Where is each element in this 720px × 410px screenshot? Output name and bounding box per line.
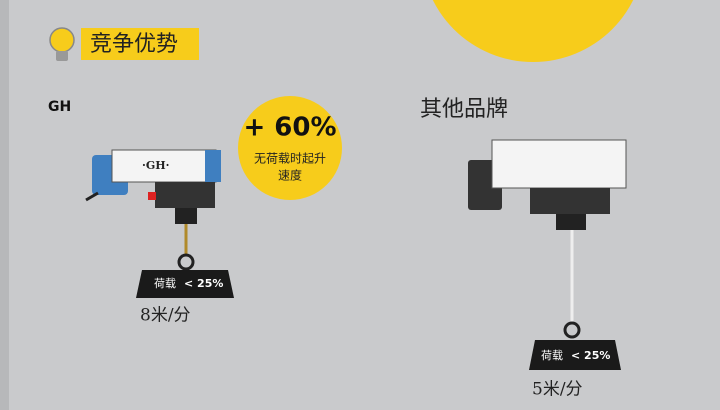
infographic: 竞争优势 GH + 60% 无荷载时起升 速度 ·GH· 荷载 < 25% 8米… [0, 0, 720, 410]
page: 竞争优势 GH + 60% 无荷载时起升 速度 ·GH· 荷载 < 25% 8米… [0, 0, 720, 410]
badge-value: + 60% [243, 113, 336, 143]
weight-value: < 25% [184, 277, 223, 290]
brand-label: GH [48, 99, 71, 115]
weight-label: 荷载 [541, 349, 563, 362]
left-edge [0, 0, 9, 410]
badge-caption: 速度 [278, 168, 302, 183]
weight-value: < 25% [571, 349, 610, 362]
hoist-label: ·GH· [142, 159, 169, 172]
speed: 8米/分 [140, 306, 191, 326]
brand-label: 其他品牌 [420, 97, 508, 122]
badge-caption: 无荷载时起升 [254, 152, 326, 166]
speed: 5米/分 [532, 380, 583, 400]
weight-label: 荷载 [154, 277, 176, 290]
title: 竞争优势 [90, 32, 178, 57]
